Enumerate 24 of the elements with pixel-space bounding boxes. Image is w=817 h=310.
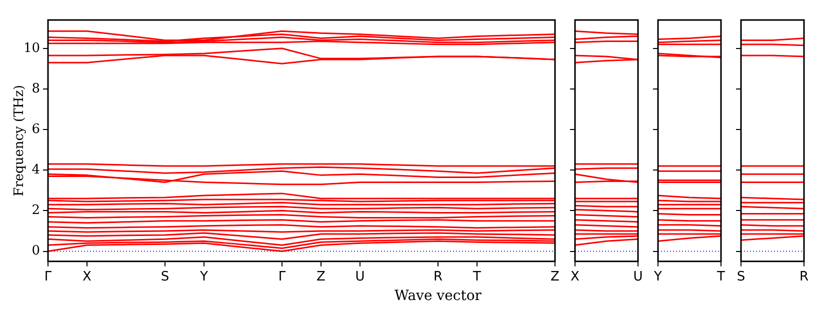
x-tick-label: T xyxy=(472,270,482,285)
x-tick-label: X xyxy=(570,270,580,285)
x-axis-title: Wave vector xyxy=(394,288,482,304)
x-tick-label: T xyxy=(716,270,726,285)
y-tick-label: 8 xyxy=(32,81,40,96)
x-tick-label: U xyxy=(355,270,365,285)
x-tick-label: X xyxy=(82,270,92,285)
x-tick-label: Y xyxy=(199,270,208,285)
x-tick-label: Γ xyxy=(44,270,52,285)
x-tick-label: Z xyxy=(316,270,326,285)
x-tick-label: Γ xyxy=(278,270,286,285)
x-tick-label: Z xyxy=(550,270,560,285)
y-tick-label: 6 xyxy=(32,122,40,137)
x-tick-label: S xyxy=(736,270,746,285)
y-tick-label: 2 xyxy=(32,203,40,218)
x-tick-label: S xyxy=(160,270,170,285)
y-axis-title: Frequency (THz) xyxy=(12,84,28,196)
x-tick-label: R xyxy=(799,270,809,285)
y-tick-label: 4 xyxy=(32,162,40,178)
y-tick-label: 0 xyxy=(32,244,40,259)
x-tick-label: U xyxy=(633,270,643,285)
x-tick-label: Y xyxy=(653,270,662,285)
y-tick-label: 10 xyxy=(23,40,40,56)
x-tick-label: R xyxy=(433,270,443,285)
